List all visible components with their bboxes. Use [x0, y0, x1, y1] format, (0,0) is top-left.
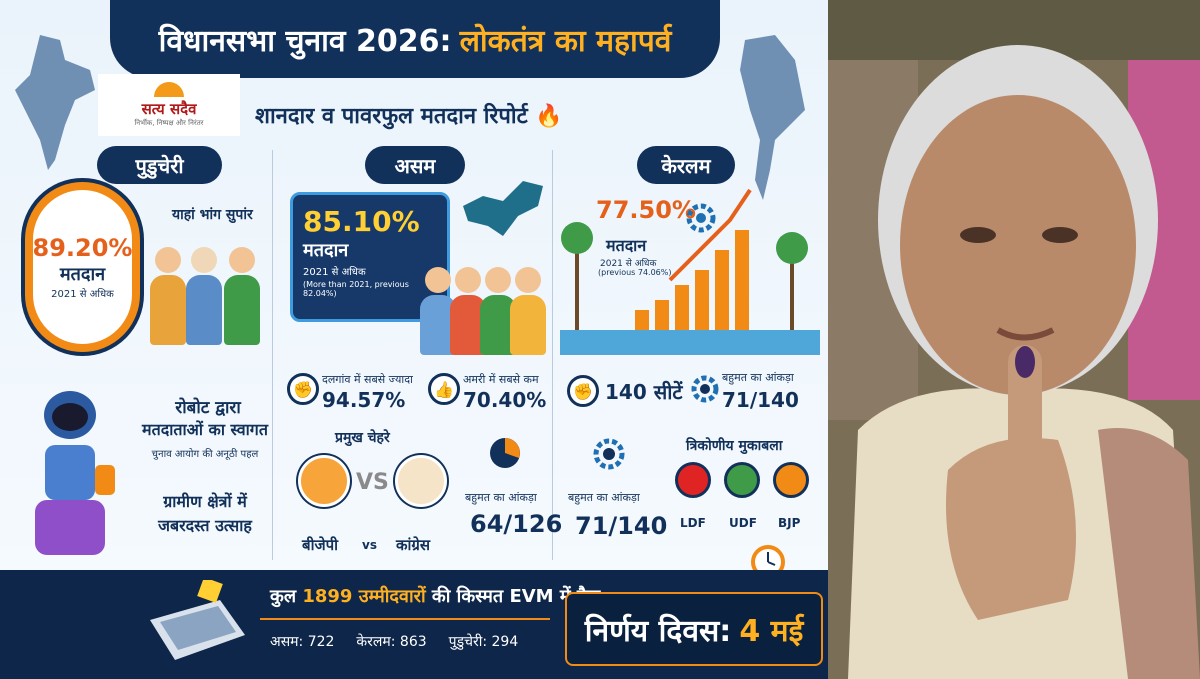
kerala-map-icon	[740, 35, 805, 200]
assam-voters-illustration	[420, 260, 546, 355]
kerala-majority-label-2: बहुमत का आंकड़ा	[568, 491, 640, 504]
assam-highest-label: दलगांव में सबसे ज्यादा	[322, 373, 413, 386]
robot-line4: ग्रामीण क्षेत्रों में	[163, 492, 247, 511]
gear-icon	[691, 375, 719, 403]
pie-chart-icon	[490, 438, 520, 468]
title-banner: विधानसभा चुनाव 2026: लोकतंत्र का महापर्व	[110, 0, 720, 78]
party-bjp: BJP	[778, 516, 801, 530]
gear-icon	[593, 438, 625, 470]
gear-icon	[686, 203, 716, 233]
decision-label: निर्णय दिवस:	[584, 613, 732, 649]
assam-majority-label: बहुमत का आंकड़ा	[465, 491, 537, 504]
kerala-pill: केरलम	[637, 146, 735, 184]
candidates-prefix: कुल	[270, 586, 297, 607]
congress-label: कांग्रेस	[396, 536, 431, 554]
udf-symbol-icon	[724, 462, 760, 498]
candidates-word: उम्मीदवारों	[358, 586, 426, 607]
candidates-line: कुल 1899 उम्मीदवारों की किस्मत EVM में क…	[270, 584, 600, 608]
india-map-icon	[15, 35, 95, 170]
assam-percent: 85.10%	[303, 205, 420, 238]
robot-line5: जबरदस्त उत्साह	[158, 516, 252, 535]
raised-fist-icon: ✊	[567, 375, 599, 407]
candidates-count: 1899	[302, 586, 353, 607]
elderly-woman-inked-finger-image	[828, 0, 1200, 679]
timeline-track	[260, 618, 550, 620]
assam-majority-value: 64/126	[470, 510, 563, 538]
stat-puducherry: पुडुचेरी: 294	[448, 634, 519, 650]
assam-previous: (More than 2021, previous 82.04%)	[303, 280, 409, 298]
kerala-growth-illustration	[560, 188, 820, 355]
stat-kerala: केरलम: 863	[356, 634, 427, 650]
voter-photo	[828, 0, 1200, 679]
column-divider	[272, 150, 273, 560]
subtitle: शानदार व पावरफुल मतदान रिपोर्ट 🔥	[255, 100, 563, 130]
party-ldf: LDF	[680, 516, 706, 530]
assam-note: 2021 से अधिक	[303, 267, 366, 278]
assam-lowest-label: अमरी में सबसे कम	[463, 373, 539, 386]
kerala-note: 2021 से अधिक	[600, 259, 657, 269]
logo-tagline: निर्भीक, निष्पक्ष और निरंतर	[134, 119, 204, 127]
puducherry-voters-illustration	[150, 235, 265, 345]
candidates-suffix: की किस्मत EVM में कैद	[431, 586, 601, 607]
decision-date: 4 मई	[739, 613, 804, 649]
party-udf: UDF	[729, 516, 757, 530]
title-part2: लोकतंत्र का महापर्व	[459, 23, 672, 59]
evm-machine-icon	[150, 580, 245, 660]
robot-line3: चुनाव आयोग की अनूठी पहल	[151, 449, 259, 460]
footer-bar: कुल 1899 उम्मीदवारों की किस्मत EVM में क…	[0, 570, 828, 679]
assam-turnout-card: 85.10% मतदान 2021 से अधिक (More than 202…	[290, 192, 450, 322]
fire-icon: 🔥	[535, 104, 563, 129]
puducherry-note: 2021 से अधिक	[51, 289, 114, 300]
title-part1: विधानसभा चुनाव 2026:	[158, 23, 452, 59]
bjp-leader-avatar	[298, 455, 350, 507]
assam-map-icon	[463, 181, 543, 236]
congress-leader-avatar	[395, 455, 447, 507]
puducherry-voting-label: मतदान	[59, 264, 106, 285]
assam-lowest-value: 70.40%	[463, 388, 547, 412]
kerala-majority-value-1: 71/140	[722, 388, 799, 412]
kerala-majority-value-2: 71/140	[575, 512, 668, 540]
robot-line1: रोबोट द्वारा	[175, 398, 241, 418]
kerala-majority-label-1: बहुमत का आंकड़ा	[722, 371, 794, 384]
vs-small: vs	[362, 538, 377, 552]
assam-voting-label: मतदान	[303, 240, 349, 261]
kerala-voting-label: मतदान	[606, 236, 647, 255]
election-infographic: विधानसभा चुनाव 2026: लोकतंत्र का महापर्व…	[0, 0, 828, 679]
puducherry-banner: याहां भांग सुपांर	[172, 207, 253, 223]
sun-icon	[154, 82, 184, 97]
kerala-seats: 140 सीटें	[605, 380, 683, 404]
puducherry-pill: पुडुचेरी	[97, 146, 222, 184]
kerala-previous: (previous 74.06%)	[598, 268, 672, 277]
versus-icon: VS	[356, 470, 389, 495]
candidate-stats: असम: 722 केरलम: 863 पुडुचेरी: 294	[270, 632, 518, 651]
kerala-percent: 77.50%	[596, 196, 696, 224]
assam-pill: असम	[365, 146, 465, 184]
logo: सत्य सदैव निर्भीक, निष्पक्ष और निरंतर	[98, 74, 240, 136]
thumb-icon: 👍	[428, 373, 460, 405]
bjp-lotus-icon	[773, 462, 809, 498]
puducherry-percent: 89.20%	[32, 234, 133, 262]
kerala-triangle-title: त्रिकोणीय मुकाबला	[686, 438, 783, 454]
assam-faces-title: प्रमुख चेहरे	[335, 430, 390, 446]
subtitle-text: शानदार व पावरफुल मतदान रिपोर्ट	[255, 104, 528, 129]
puducherry-turnout-ring: 89.20% मतदान 2021 से अधिक	[25, 182, 140, 352]
robot-icon	[35, 391, 115, 555]
logo-name: सत्य सदैव	[141, 100, 197, 118]
column-divider	[552, 150, 553, 560]
ldf-symbol-icon	[675, 462, 711, 498]
robot-line2: मतदाताओं का स्वागत	[142, 420, 268, 439]
bjp-label: बीजेपी	[302, 536, 338, 554]
raised-fist-icon: ✊	[287, 373, 319, 405]
decision-day-box: निर्णय दिवस: 4 मई	[565, 592, 823, 666]
assam-highest-value: 94.57%	[322, 388, 406, 412]
stat-assam: असम: 722	[270, 634, 335, 650]
